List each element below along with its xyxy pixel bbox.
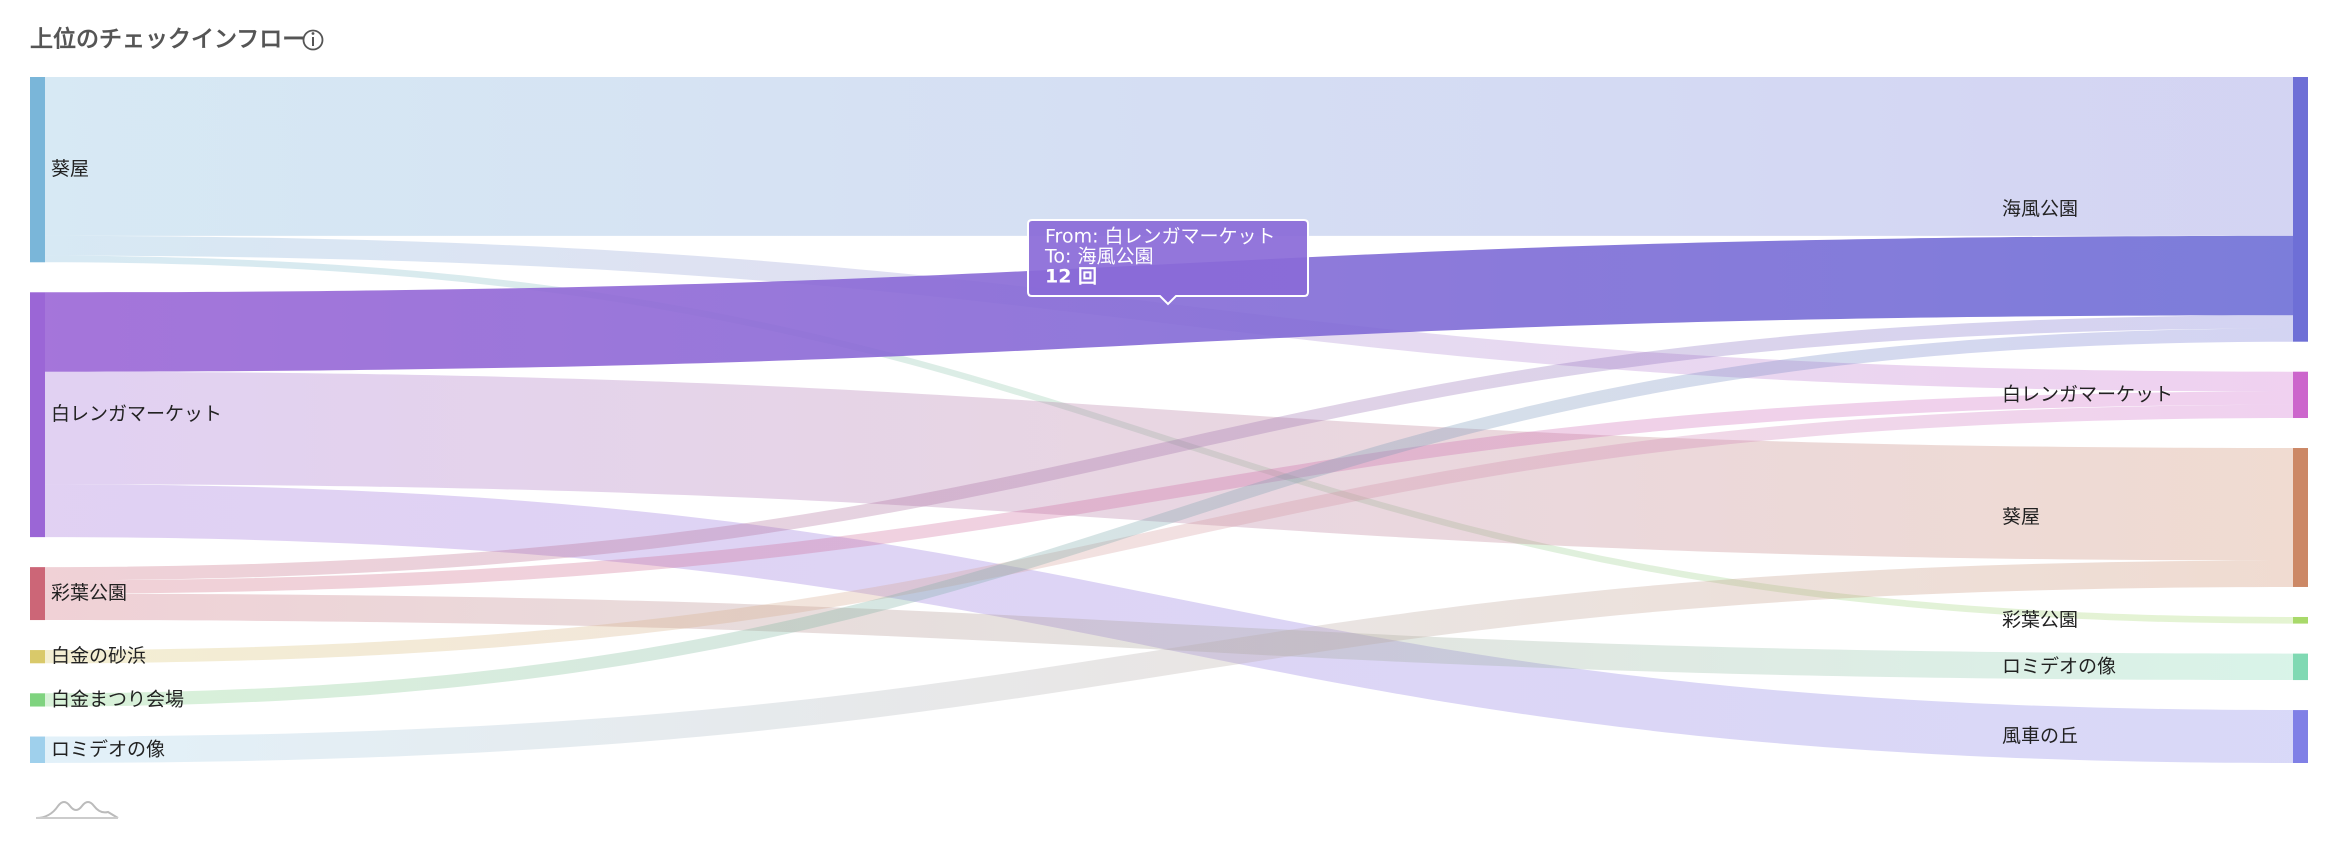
target-node (2293, 653, 2308, 681)
link (45, 593, 2293, 681)
source-label: 白レンガマーケット (51, 403, 222, 425)
target-label: ロミデオの像 (2002, 655, 2116, 677)
target-label: 海風公園 (2002, 198, 2078, 220)
target-node (2293, 371, 2308, 419)
target-label: 彩葉公園 (2002, 609, 2078, 631)
link (45, 371, 2293, 561)
target-label: 葵屋 (2002, 506, 2040, 528)
source-node (30, 650, 45, 664)
target-node (2293, 616, 2308, 624)
source-label: 白金の砂浜 (51, 645, 146, 667)
source-label: ロミデオの像 (51, 738, 165, 760)
target-node (2293, 710, 2308, 763)
link (45, 77, 2293, 236)
link (45, 315, 2293, 581)
logo (35, 801, 119, 819)
source-node (30, 77, 45, 263)
target-label: 風車の丘 (2002, 725, 2078, 747)
link (45, 328, 2293, 707)
source-node (30, 736, 45, 763)
info-icon[interactable] (302, 29, 324, 51)
tooltip-value: 12 回 (1045, 266, 1097, 288)
link (45, 404, 2293, 664)
source-label: 彩葉公園 (51, 582, 127, 604)
tooltip-line: To: 海風公園 (1044, 246, 1153, 268)
source-label: 白金まつり会場 (51, 688, 184, 710)
source-node (30, 292, 45, 538)
chart-title: 上位のチェックインフロー (30, 26, 305, 53)
target-node (2293, 77, 2308, 342)
links (45, 77, 2293, 763)
source-node (30, 567, 45, 621)
source-label: 葵屋 (51, 158, 89, 180)
link (45, 391, 2293, 594)
nodes: 葵屋白レンガマーケット彩葉公園白金の砂浜白金まつり会場ロミデオの像海風公園白レン… (30, 77, 2308, 763)
target-label: 白レンガマーケット (2002, 383, 2173, 405)
link (45, 560, 2293, 763)
source-node (30, 693, 45, 707)
target-node (2293, 448, 2308, 587)
tooltip-line: From: 白レンガマーケット (1045, 226, 1276, 248)
tooltip-box (1027, 219, 1309, 306)
